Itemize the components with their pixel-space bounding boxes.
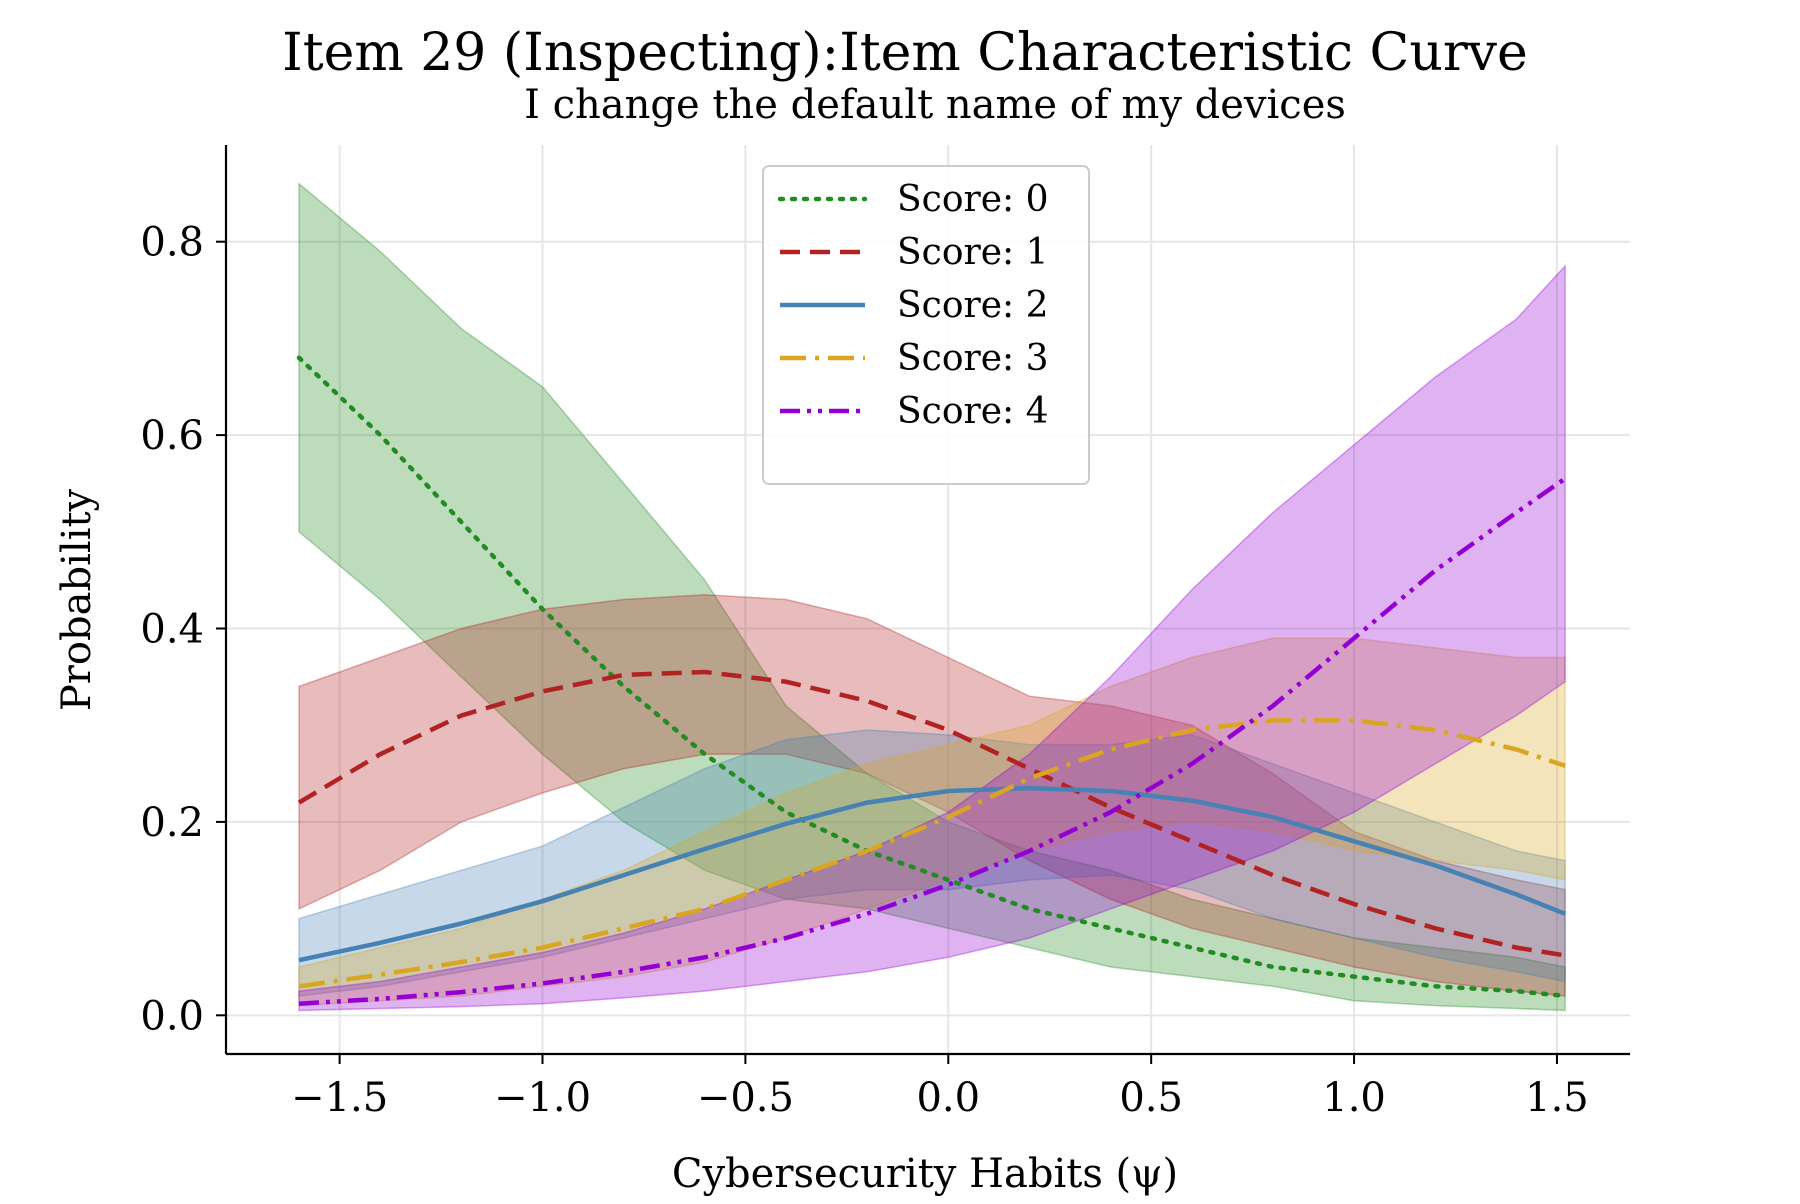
axis-ticks: −1.5 −1.0 −0.5 0.0 0.5 1.0 1.5 0.0 0.2 0.4 0.6 0.8 — [140, 220, 1588, 1121]
chart-subtitle: I change the default name of my devices — [524, 82, 1346, 128]
series-lines — [296, 355, 1568, 1006]
y-tick-label: 0.8 — [140, 220, 204, 266]
grid-lines — [226, 145, 1630, 1054]
y-axis-label: Probability — [54, 488, 100, 711]
line-score-1 — [297, 669, 1566, 958]
x-tick-label: −1.0 — [494, 1075, 591, 1121]
band-score-3 — [298, 637, 1566, 1007]
band-score-0 — [298, 182, 1566, 1012]
legend-label-score-4: Score: 4 — [897, 391, 1049, 432]
line-score-3 — [298, 718, 1566, 989]
legend-label-score-0: Score: 0 — [897, 179, 1049, 220]
legend-label-score-3: Score: 3 — [897, 338, 1049, 379]
x-tick-label: 1.0 — [1322, 1075, 1386, 1121]
x-tick-label: 0.0 — [916, 1075, 980, 1121]
x-tick-label: 0.5 — [1119, 1075, 1183, 1121]
line-score-4 — [298, 476, 1567, 1006]
y-tick-label: 0.2 — [140, 800, 204, 846]
y-tick-label: 0.6 — [140, 413, 204, 459]
legend: Score: 0 Score: 1 Score: 2 Score: 3 Score: 4 — [762, 165, 1090, 485]
line-score-0 — [296, 355, 1568, 999]
y-tick-label: 0.0 — [140, 993, 204, 1039]
y-tick-label: 0.4 — [140, 607, 204, 653]
band-score-2 — [298, 729, 1566, 997]
chart-title: Item 29 (Inspecting):Item Characteristic… — [282, 23, 1528, 83]
x-tick-label: −0.5 — [697, 1075, 794, 1121]
legend-frame — [762, 165, 1090, 485]
x-axis-label: Cybersecurity Habits (ψ) — [672, 1151, 1178, 1197]
legend-label-score-2: Score: 2 — [897, 285, 1049, 326]
x-tick-label: 1.5 — [1525, 1075, 1589, 1121]
legend-label-score-1: Score: 1 — [897, 232, 1049, 273]
line-score-2 — [298, 785, 1566, 963]
x-tick-label: −1.5 — [291, 1075, 388, 1121]
